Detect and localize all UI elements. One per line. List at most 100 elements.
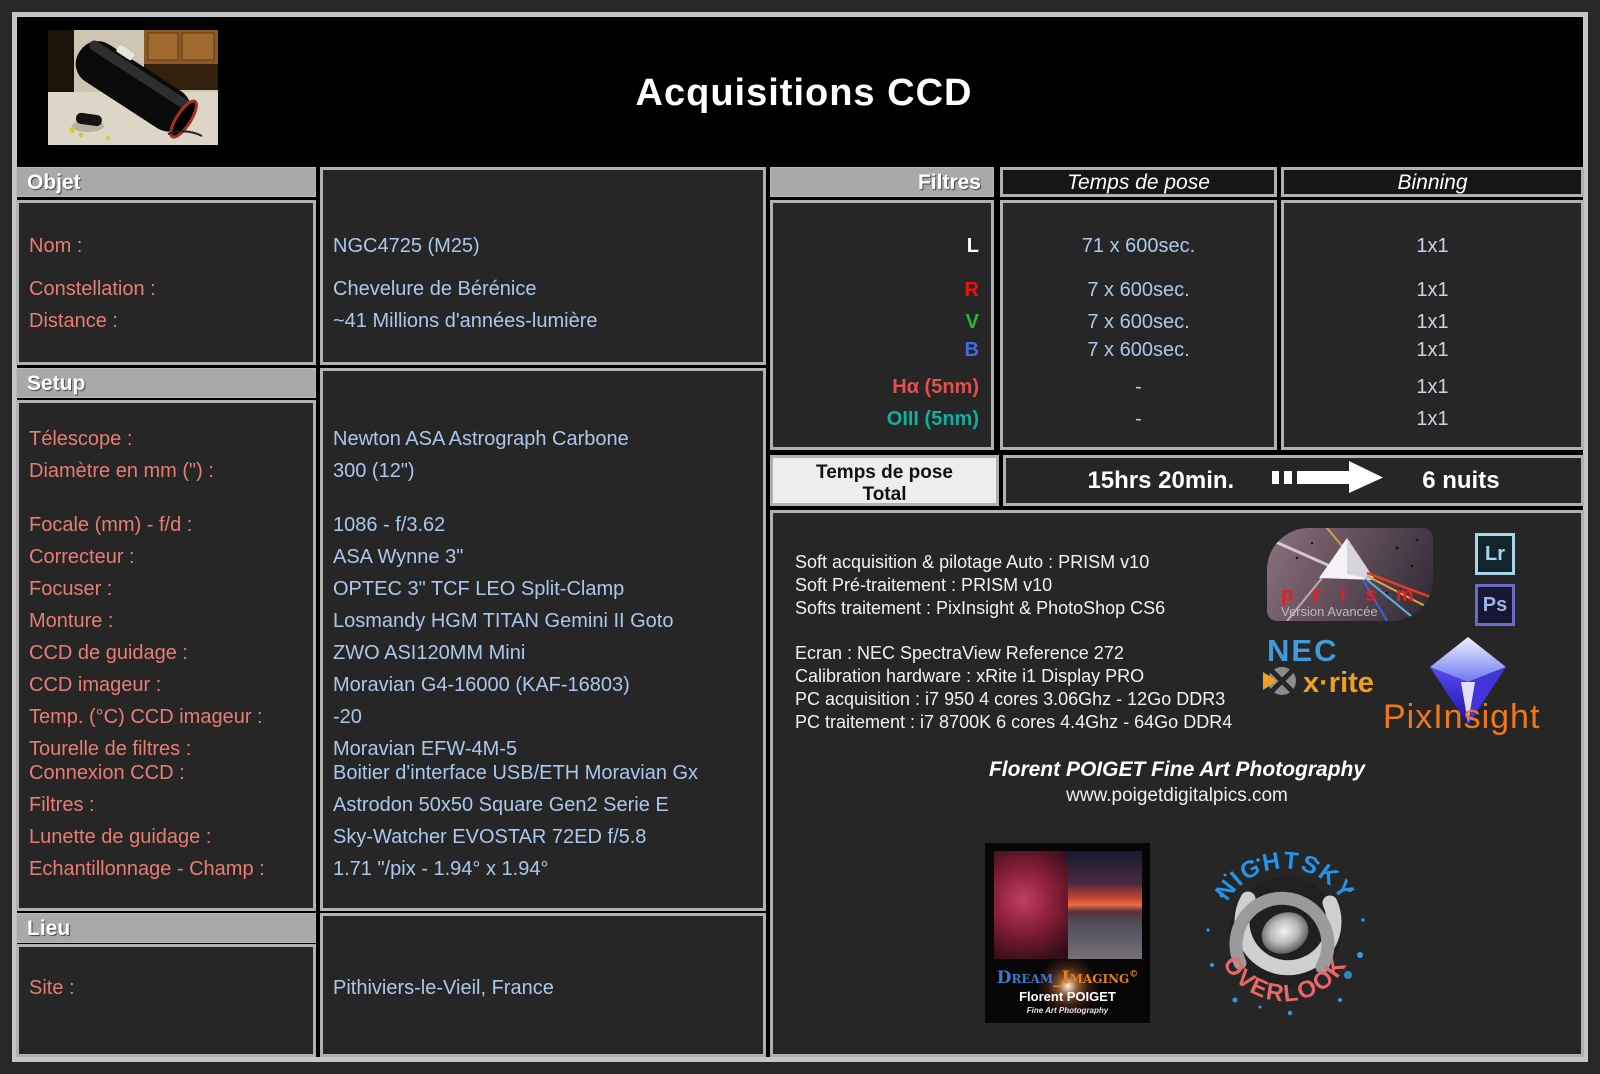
filter-binning: 1x1: [1416, 279, 1449, 301]
total-nights: 6 nuits: [1422, 466, 1500, 494]
setup-value: OPTEC 3" TCF LEO Split-Clamp: [333, 578, 625, 600]
filter-exposure: 7 x 600sec.: [1087, 339, 1190, 361]
telescope-photo: [48, 30, 218, 145]
page-title: Acquisitions CCD: [635, 72, 973, 114]
exposure-column-header: Temps de pose: [1000, 167, 1277, 197]
nightsky-overlook-logo: NIGHTSKY OVERLOOK: [1200, 835, 1370, 1035]
xrite-logo: x·rite: [1263, 664, 1374, 703]
objet-label: Constellation :: [29, 278, 156, 300]
filter-name: OIII (5nm): [886, 408, 979, 430]
dream-imaging-name: Florent POIGET: [1019, 989, 1116, 1004]
binning-column-header: Binning: [1281, 167, 1584, 197]
filter-binning: 1x1: [1416, 311, 1449, 333]
setup-label: Tourelle de filtres :: [29, 738, 192, 760]
website-link[interactable]: www.poigetdigitalpics.com: [1066, 785, 1288, 806]
setup-labels-box: Télescope : Diamètre en mm (") : Focale …: [16, 400, 316, 911]
lieu-values-box: Pithiviers-le-Vieil, France: [320, 913, 766, 1057]
filter-name: V: [965, 311, 979, 333]
photoshop-icon: Ps: [1475, 584, 1515, 626]
prism-version-text: Version Avancée: [1281, 604, 1378, 619]
setup-value: ZWO ASI120MM Mini: [333, 642, 526, 664]
dream-imaging-wordmark: Dream_Imaging©: [996, 968, 1139, 988]
pixinsight-logo-text: PixInsight: [1383, 698, 1541, 736]
setup-value: ASA Wynne 3": [333, 546, 464, 568]
photographer-credit: Florent POIGET Fine Art Photography: [988, 758, 1366, 781]
objet-values-box: NGC4725 (M25) Chevelure de Bérénice ~41 …: [320, 167, 766, 365]
lieu-value: Pithiviers-le-Vieil, France: [333, 977, 554, 999]
setup-value: Moravian EFW-4M-5: [333, 738, 518, 760]
setup-value: Losmandy HGM TITAN Gemini II Goto: [333, 610, 674, 632]
pixinsight-icon: [1430, 637, 1506, 730]
lightroom-icon: Lr: [1475, 533, 1515, 575]
dream-imaging-photos: [994, 851, 1142, 959]
setup-label: Monture :: [29, 610, 114, 632]
setup-label: CCD imageur :: [29, 674, 162, 696]
software-block: Soft acquisition & pilotage Auto : PRISM…: [795, 552, 1166, 618]
filter-exposure: -: [1135, 376, 1142, 398]
objet-value: ~41 Millions d'années-lumière: [333, 310, 598, 332]
section-lieu-header: Lieu: [16, 913, 316, 943]
setup-label: Temp. (°C) CCD imageur :: [29, 706, 263, 728]
total-time: 15hrs 20min.: [1087, 466, 1235, 494]
lens-flare: [1037, 955, 1099, 1017]
nec-logo: NEC: [1267, 633, 1339, 668]
section-objet-header: Objet: [16, 167, 316, 197]
setup-label: Télescope :: [29, 428, 133, 450]
setup-value: Newton ASA Astrograph Carbone: [333, 428, 629, 450]
dream-imaging-logo: Dream_Imaging© Florent POIGET Fine Art P…: [985, 843, 1150, 1023]
setup-value: 1.71 "/pix - 1.94° x 1.94°: [333, 858, 549, 880]
setup-value: -20: [333, 706, 362, 728]
total-exposure-value: 15hrs 20min. 6 nuits: [1003, 455, 1584, 506]
setup-value: Moravian G4-16000 (KAF-16803): [333, 674, 630, 696]
hardware-block: Ecran : NEC SpectraView Reference 272 Ca…: [795, 643, 1233, 732]
setup-label: Filtres :: [29, 794, 95, 816]
setup-label: Echantillonnage - Champ :: [29, 858, 265, 880]
objet-value: Chevelure de Bérénice: [333, 278, 537, 300]
filter-name: B: [964, 339, 979, 361]
setup-label: Lunette de guidage :: [29, 826, 212, 848]
filter-binning: 1x1: [1416, 235, 1449, 257]
prism-logo: p r i s m Version Avancée: [1267, 528, 1433, 621]
objet-label: Distance :: [29, 310, 118, 332]
setup-label: Connexion CCD :: [29, 762, 185, 784]
setup-label: Correcteur :: [29, 546, 135, 568]
filter-binning: 1x1: [1416, 408, 1449, 430]
setup-values-box: Newton ASA Astrograph Carbone 300 (12") …: [320, 368, 766, 911]
objet-value: NGC4725 (M25): [333, 235, 480, 257]
xrite-pinwheel-icon: [1263, 664, 1297, 703]
lieu-labels-box: Site :: [16, 944, 316, 1057]
setup-label: Diamètre en mm (") :: [29, 460, 214, 482]
setup-value: Astrodon 50x50 Square Gen2 Serie E: [333, 794, 669, 816]
filter-binning: 1x1: [1416, 339, 1449, 361]
exposure-values-box: 71 x 600sec. 7 x 600sec. 7 x 600sec. 7 x…: [1000, 200, 1277, 450]
setup-value: Boitier d'interface USB/ETH Moravian Gx: [333, 762, 699, 784]
filters-names-box: L R V B Hα (5nm) OIII (5nm): [770, 200, 994, 450]
filter-exposure: 7 x 600sec.: [1087, 311, 1190, 333]
lieu-label: Site :: [29, 977, 75, 999]
xrite-logo-text: x·rite: [1303, 667, 1374, 699]
filter-name: L: [966, 235, 979, 257]
filters-header: Filtres: [770, 167, 994, 197]
filter-exposure: -: [1135, 408, 1142, 430]
section-setup-header: Setup: [16, 368, 316, 398]
setup-value: Sky-Watcher EVOSTAR 72ED f/5.8: [333, 826, 647, 848]
info-box: Soft acquisition & pilotage Auto : PRISM…: [770, 510, 1584, 1057]
setup-value: 1086 - f/3.62: [333, 514, 446, 536]
setup-value: 300 (12"): [333, 460, 415, 482]
filter-name: R: [964, 279, 979, 301]
objet-labels-box: Nom : Constellation : Distance :: [16, 200, 316, 365]
binning-values-box: 1x1 1x1 1x1 1x1 1x1 1x1: [1281, 200, 1584, 450]
filter-exposure: 71 x 600sec.: [1081, 235, 1196, 257]
filter-binning: 1x1: [1416, 376, 1449, 398]
dream-imaging-subtitle: Fine Art Photography: [1026, 1006, 1109, 1015]
setup-label: CCD de guidage :: [29, 642, 188, 664]
filter-name: Hα (5nm): [892, 376, 979, 398]
objet-label: Nom :: [29, 235, 83, 257]
total-exposure-label: Temps de pose Total: [770, 455, 999, 506]
filter-exposure: 7 x 600sec.: [1087, 279, 1190, 301]
prism-logo-text: p r i s m: [1281, 584, 1421, 606]
header: Acquisitions CCD: [17, 17, 1583, 162]
arrow-icon: [1272, 459, 1384, 502]
setup-label: Focale (mm) - f/d :: [29, 514, 193, 536]
